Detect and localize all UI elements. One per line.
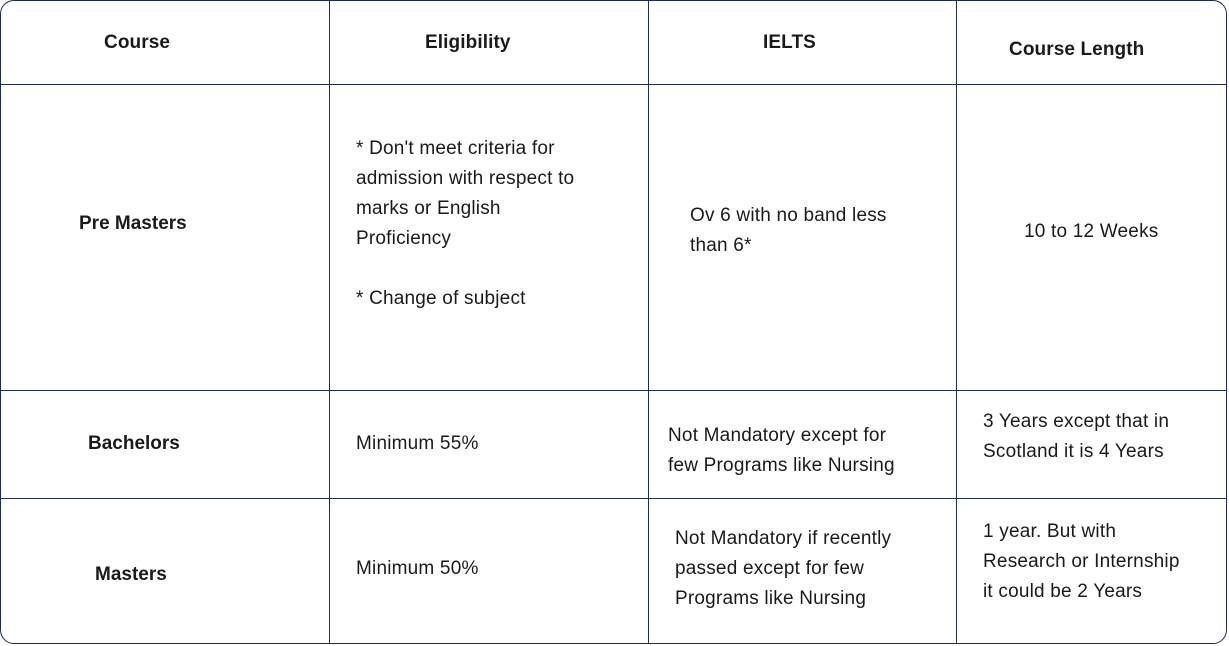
- course-length-line: 1 year. But with: [983, 521, 1117, 542]
- eligibility-line: marks or English: [356, 198, 501, 219]
- course-length-cell: 10 to 12 Weeks: [956, 84, 1226, 390]
- table-row: Masters Minimum 50% Not Mandatory if rec…: [1, 498, 1226, 643]
- course-length-cell: 3 Years except that in Scotland it is 4 …: [956, 390, 1226, 498]
- table-row: Bachelors Minimum 55% Not Mandatory exce…: [1, 390, 1226, 499]
- ielts-line: passed except for few: [675, 558, 865, 579]
- course-name: Bachelors: [88, 433, 180, 454]
- ielts-text: Not Mandatory if recently passed except …: [675, 524, 891, 614]
- eligibility-line: Minimum 50%: [356, 558, 479, 579]
- ielts-line: Not Mandatory if recently: [675, 528, 892, 549]
- course-cell: Pre Masters: [1, 84, 330, 390]
- table-row: Pre Masters * Don't meet criteria for ad…: [1, 84, 1226, 391]
- ielts-text: Ov 6 with no band less than 6*: [690, 201, 887, 261]
- ielts-cell: Ov 6 with no band less than 6*: [648, 84, 957, 390]
- course-length-text: 1 year. But with Research or Internship …: [983, 517, 1180, 607]
- ielts-line: than 6*: [690, 235, 752, 256]
- eligibility-text: Minimum 55%: [356, 429, 479, 459]
- course-length-line: 10 to 12 Weeks: [1024, 221, 1159, 242]
- eligibility-line: * Don't meet criteria for: [356, 138, 555, 159]
- eligibility-line: admission with respect to: [356, 168, 575, 189]
- header-eligibility-label: Eligibility: [425, 32, 511, 53]
- course-name: Masters: [95, 564, 167, 585]
- paragraph-gap: [356, 254, 574, 284]
- course-length-text: 3 Years except that in Scotland it is 4 …: [983, 407, 1169, 467]
- course-cell: Masters: [1, 498, 330, 643]
- table-header-row: Course Eligibility IELTS Course Length: [1, 1, 1226, 85]
- course-length-cell: 1 year. But with Research or Internship …: [956, 498, 1226, 643]
- header-cell-ielts: IELTS: [648, 1, 957, 84]
- header-course-length-label: Course Length: [1009, 39, 1145, 60]
- header-cell-course: Course: [1, 1, 330, 84]
- course-length-line: Research or Internship: [983, 551, 1180, 572]
- ielts-cell: Not Mandatory except for few Programs li…: [648, 390, 957, 498]
- eligibility-line: * Change of subject: [356, 288, 526, 309]
- ielts-line: Not Mandatory except for: [668, 425, 887, 446]
- eligibility-line: Proficiency: [356, 228, 452, 249]
- course-cell: Bachelors: [1, 390, 330, 498]
- header-cell-eligibility: Eligibility: [329, 1, 649, 84]
- ielts-cell: Not Mandatory if recently passed except …: [648, 498, 957, 643]
- eligibility-cell: Minimum 55%: [329, 390, 649, 498]
- course-length-text: 10 to 12 Weeks: [1024, 217, 1158, 247]
- header-course-label: Course: [104, 32, 171, 53]
- header-cell-course-length: Course Length: [956, 1, 1226, 84]
- ielts-text: Not Mandatory except for few Programs li…: [668, 421, 895, 481]
- eligibility-cell: * Don't meet criteria for admission with…: [329, 84, 649, 390]
- ielts-line: Ov 6 with no band less: [690, 205, 887, 226]
- header-ielts-label: IELTS: [763, 32, 816, 53]
- eligibility-line: Minimum 55%: [356, 433, 479, 454]
- eligibility-cell: Minimum 50%: [329, 498, 649, 643]
- ielts-line: Programs like Nursing: [675, 588, 867, 609]
- course-name: Pre Masters: [79, 213, 187, 234]
- course-length-line: it could be 2 Years: [983, 581, 1143, 602]
- ielts-line: few Programs like Nursing: [668, 455, 895, 476]
- course-length-line: 3 Years except that in: [983, 411, 1170, 432]
- course-length-line: Scotland it is 4 Years: [983, 441, 1164, 462]
- eligibility-text: Minimum 50%: [356, 554, 479, 584]
- eligibility-text: * Don't meet criteria for admission with…: [356, 134, 574, 314]
